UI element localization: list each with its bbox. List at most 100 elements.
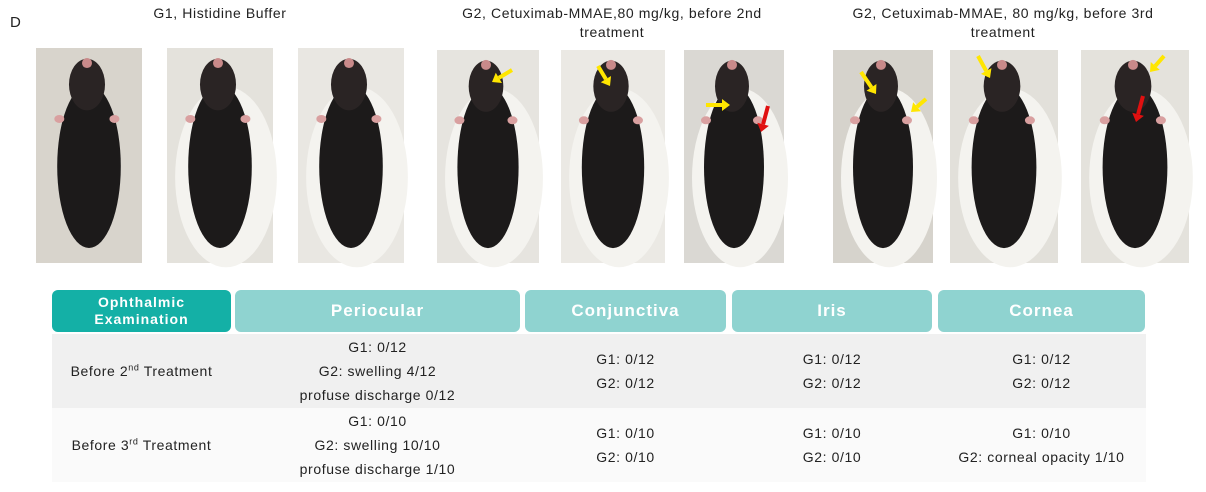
group-title: G2, Cetuximab-MMAE, 80 mg/kg, before 3rd… bbox=[803, 4, 1203, 42]
arrow-head bbox=[980, 68, 992, 78]
mouse-body bbox=[581, 86, 645, 249]
mouse-body bbox=[971, 86, 1037, 249]
mouse-paw bbox=[316, 114, 327, 123]
table-cell: G1: 0/10 G2: corneal opacity 1/10 bbox=[938, 408, 1145, 482]
cell-line: G2: 0/12 bbox=[596, 375, 655, 391]
mouse-paw bbox=[54, 114, 65, 123]
title-line: G2, Cetuximab-MMAE, 80 mg/kg, before 3rd bbox=[852, 5, 1154, 21]
row-label-sup: rd bbox=[129, 436, 139, 447]
header-text: Conjunctiva bbox=[571, 301, 680, 320]
table-cell: G1: 0/12 G2: 0/12 bbox=[938, 334, 1145, 408]
cell-line: profuse discharge 0/12 bbox=[299, 387, 456, 403]
photo-strip bbox=[36, 48, 1193, 268]
mouse-paw bbox=[968, 116, 979, 125]
mouse-body bbox=[704, 86, 764, 249]
mouse-body bbox=[57, 84, 121, 248]
cell-line: G2: corneal opacity 1/10 bbox=[958, 449, 1125, 465]
arrow-shaft bbox=[1153, 54, 1166, 68]
mouse-body bbox=[457, 86, 519, 249]
header-cell: Periocular bbox=[235, 290, 520, 332]
title-line: treatment bbox=[579, 24, 645, 40]
mouse-nose bbox=[727, 59, 737, 70]
arrow-head bbox=[757, 122, 769, 132]
mouse-head bbox=[330, 58, 368, 111]
arrow-shaft bbox=[761, 105, 770, 125]
mouse-paw bbox=[701, 116, 711, 125]
row-label-tail: Treatment bbox=[138, 437, 212, 453]
photo bbox=[561, 50, 669, 268]
mouse-nose bbox=[213, 58, 223, 69]
mouse-paw bbox=[507, 116, 518, 125]
mouse-head bbox=[864, 60, 898, 112]
cell-line: G2: 0/12 bbox=[1012, 375, 1071, 391]
table-cell: G1: 0/10 G2: swelling 10/10 profuse discha… bbox=[235, 408, 520, 482]
cell-line: G2: 0/12 bbox=[802, 375, 862, 391]
arrow-shaft bbox=[596, 64, 608, 81]
header-text: Periocular bbox=[330, 301, 425, 320]
mouse-head bbox=[468, 60, 504, 112]
mouse-paw bbox=[632, 116, 643, 125]
title-line: treatment bbox=[970, 24, 1036, 40]
cell-line: G1: 0/10 bbox=[802, 425, 862, 441]
arrow-head bbox=[600, 76, 612, 86]
header-text: Iris bbox=[817, 301, 847, 320]
photo bbox=[167, 48, 277, 268]
mouse-paw bbox=[240, 114, 251, 123]
arrow-head bbox=[1132, 112, 1144, 122]
photo bbox=[437, 50, 543, 268]
mouse-paw bbox=[753, 116, 763, 125]
arrow-head bbox=[866, 84, 877, 94]
table-cell: G1: 0/12 G2: swelling 4/12 profuse dischar… bbox=[235, 334, 520, 408]
arrow-shaft bbox=[859, 70, 874, 89]
cell-line: G2: swelling 4/12 bbox=[318, 363, 437, 379]
photo bbox=[833, 50, 937, 268]
cell-line: G1: 0/12 bbox=[348, 339, 407, 355]
header-text: Cornea bbox=[1009, 301, 1074, 320]
photo bbox=[684, 50, 788, 268]
row-label-sup: nd bbox=[128, 362, 140, 373]
row-label-line: Before 3rd Treatment bbox=[72, 433, 212, 457]
mouse-paw bbox=[454, 116, 465, 125]
mouse-nose bbox=[1128, 59, 1138, 70]
mouse-nose bbox=[344, 58, 354, 69]
table-cell: G1: 0/10 G2: 0/10 bbox=[525, 408, 726, 482]
title-line: G2, Cetuximab-MMAE,80 mg/kg, before 2nd bbox=[462, 5, 762, 21]
row-label-line: Before 2nd Treatment bbox=[71, 359, 213, 383]
table-cell: G1: 0/10 G2: 0/10 bbox=[732, 408, 932, 482]
cell-line: G1: 0/12 bbox=[802, 351, 862, 367]
table-cell: G1: 0/12 G2: 0/12 bbox=[525, 334, 726, 408]
photo bbox=[36, 48, 142, 263]
cell-line: G2: 0/10 bbox=[596, 449, 655, 465]
group-title: G1, Histidine Buffer bbox=[20, 4, 420, 23]
title-line: G1, Histidine Buffer bbox=[153, 5, 287, 21]
arrow-head bbox=[492, 72, 502, 84]
row-label: Before 3rd Treatment bbox=[52, 408, 231, 482]
arrow-shaft bbox=[915, 97, 928, 109]
arrow-head bbox=[722, 99, 730, 111]
arrow-shaft bbox=[1136, 95, 1145, 115]
arrow-head bbox=[911, 102, 921, 112]
mouse-head bbox=[199, 58, 237, 111]
mouse-body bbox=[853, 86, 913, 249]
cell-line: G2: 0/10 bbox=[802, 449, 862, 465]
mouse-body bbox=[188, 84, 252, 248]
header-cell: Ophthalmic Examination bbox=[52, 290, 231, 332]
mouse-paw bbox=[1155, 116, 1166, 125]
header-cell: Cornea bbox=[938, 290, 1145, 332]
mouse-head bbox=[715, 60, 749, 112]
photo bbox=[950, 50, 1062, 268]
cell-line: G1: 0/10 bbox=[596, 425, 655, 441]
mouse-body bbox=[319, 84, 383, 248]
table-cell: G1: 0/12 G2: 0/12 bbox=[732, 334, 932, 408]
table-row: Before 3rd Treatment G1: 0/10 G2: swelling… bbox=[52, 408, 1146, 482]
mouse-nose bbox=[876, 59, 886, 70]
cell-line: G1: 0/12 bbox=[596, 351, 655, 367]
mouse-body bbox=[1102, 86, 1168, 249]
photo bbox=[1081, 50, 1193, 268]
mouse-paw bbox=[371, 114, 382, 123]
mouse-nose bbox=[997, 59, 1007, 70]
group-title: G2, Cetuximab-MMAE,80 mg/kg, before 2nd t… bbox=[412, 4, 812, 42]
mouse-paw bbox=[185, 114, 196, 123]
mouse-head bbox=[983, 60, 1021, 112]
